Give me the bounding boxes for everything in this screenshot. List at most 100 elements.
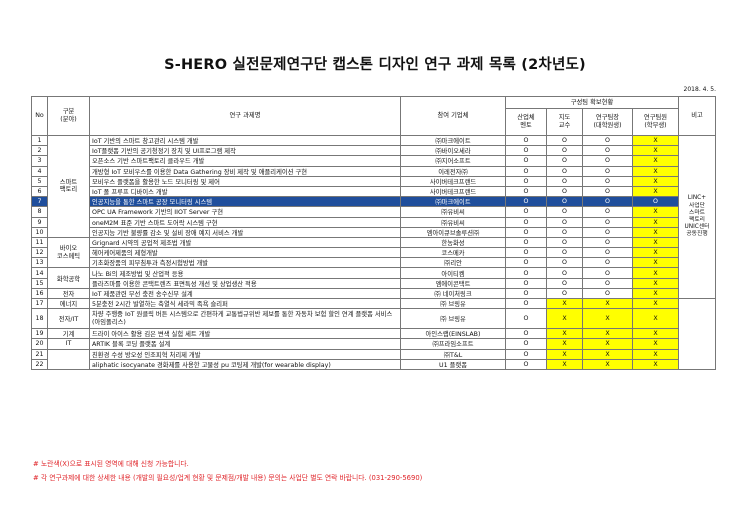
task-name: 드라이 아이스 활용 김은 변색 실험 세트 개발: [89, 328, 401, 340]
task-name: 개방형 IoT 모비우스를 이용한 Data Gathering 장비 제작 및…: [89, 165, 401, 177]
leader-status: X: [582, 328, 633, 340]
professor-status: O: [546, 216, 583, 228]
company-name: 한농화성: [400, 236, 506, 249]
leader-status: O: [582, 175, 633, 187]
row-no: 21: [31, 348, 48, 360]
company-name: ㈜유비씨: [400, 216, 506, 228]
professor-status: O: [546, 247, 583, 259]
mentor-status: O: [505, 145, 547, 157]
professor-status: O: [546, 134, 583, 147]
header-remarks: 비고: [678, 96, 716, 136]
company-name: ㈜리안: [400, 257, 506, 269]
company-name: 이레전자㈜: [400, 165, 506, 177]
mentor-status: O: [505, 287, 547, 300]
professor-status: X: [546, 328, 583, 340]
table-row: 17 에너지 5분충전 2시간 발열하는 축열식 세라믹 족욕 슬리퍼 ㈜ 브링…: [31, 297, 716, 370]
company-name: 엠에이콘택트: [400, 277, 506, 289]
professor-status: O: [546, 277, 583, 289]
leader-status: X: [582, 358, 633, 370]
task-name: 기초화장품의 피부침투과 측정시험방법 개발: [89, 257, 401, 269]
member-status: X: [632, 175, 679, 187]
table-row: 21 친환경 수성 방오성 인조피혁 처리제 개발 ㈜T&L O X X X: [31, 348, 716, 370]
remarks-linc: LINC+ 사업단 스마트 팩토리 UNIC센터 공동진행: [678, 135, 716, 299]
row-no: 8: [31, 206, 48, 218]
task-name: 나노 Bi의 제조방법 및 산업적 응용: [89, 267, 401, 279]
professor-status: X: [546, 297, 583, 310]
leader-status: O: [582, 196, 633, 208]
mentor-status: O: [505, 247, 547, 259]
header-field: 구분 (분야): [47, 96, 90, 136]
research-task-table: No 구분 (분야) 연구 과제명 참여 기업체 구성팀 확보현황 비고 산업체…: [31, 96, 716, 370]
professor-status: O: [546, 175, 583, 187]
member-status: X: [632, 257, 679, 269]
company-name: 사이버테크프랜드: [400, 175, 506, 187]
mentor-status: O: [505, 165, 547, 177]
mentor-status: O: [505, 348, 547, 360]
leader-status: O: [582, 165, 633, 177]
header-team-status: 구성팀 확보현황: [505, 96, 679, 109]
member-status: X: [632, 328, 679, 340]
professor-status: O: [546, 145, 583, 157]
leader-status: O: [582, 134, 633, 147]
row-no: 20: [31, 338, 48, 350]
row-no: 2: [31, 145, 48, 157]
member-status: X: [632, 358, 679, 370]
leader-status: O: [582, 277, 633, 289]
table-row: 15 플라즈마를 이용한 콘택트렌즈 표면특성 개선 및 상업생산 적용 엠에이…: [31, 277, 716, 289]
leader-status: O: [582, 206, 633, 218]
field-chem: 화학공학: [47, 267, 90, 289]
company-name: 아인스랩(EINSLAB): [400, 328, 506, 340]
field-empty: [47, 348, 90, 370]
field-electronics: 전자: [47, 287, 90, 300]
mentor-status: O: [505, 206, 547, 218]
leader-status: X: [582, 297, 633, 310]
member-status: X: [632, 338, 679, 350]
header-task: 연구 과제명: [89, 96, 401, 136]
mentor-status: O: [505, 236, 547, 249]
task-name: aliphatic isocyanate 경화제를 사용한 고물성 pu 코팅제…: [89, 358, 401, 370]
member-status: X: [632, 308, 679, 330]
table-row: 9 oneM2M 표준 기반 스마트 도어락 시스템 구현 ㈜유비씨 O O O…: [31, 216, 716, 228]
field-bio: 바이오 코스메틱: [47, 236, 90, 269]
task-name: IoT 제품관련 무선 충전 송수신부 설계: [89, 287, 401, 300]
table-row: 14 화학공학 나노 Bi의 제조방법 및 산업적 응용 아이티켐 O O O …: [31, 267, 716, 289]
mentor-status: O: [505, 134, 547, 147]
leader-status: X: [582, 308, 633, 330]
header-mentor: 산업체 멘토: [505, 108, 547, 136]
table-row: 18 전자/IT 차량 주행중 IoT 원클릭 버튼 시스템으로 간편하게 교통…: [31, 308, 716, 330]
company-name: ㈜ 브링유: [400, 308, 506, 330]
row-no: 14: [31, 267, 48, 279]
table-row: 13 기초화장품의 피부침투과 측정시험방법 개발 ㈜리안 O O O X: [31, 257, 716, 269]
mentor-status: O: [505, 175, 547, 187]
task-name: Grignard 시약의 공업적 제조법 개발: [89, 236, 401, 249]
mentor-status: O: [505, 338, 547, 350]
remarks-empty: [678, 298, 716, 370]
professor-status: X: [546, 308, 583, 330]
company-name: ㈜프라임소프트: [400, 338, 506, 350]
member-status: X: [632, 348, 679, 360]
mentor-status: O: [505, 267, 547, 279]
table-row: 4 개방형 IoT 모비우스를 이용한 Data Gathering 장비 제작…: [31, 165, 716, 177]
mentor-status: O: [505, 358, 547, 370]
member-status: X: [632, 267, 679, 279]
table-row: 5 모비우스 플랫폼을 활용한 노드 모니터링 및 제어 사이버테크프랜드 O …: [31, 175, 716, 187]
row-no: 9: [31, 216, 48, 228]
member-status: X: [632, 287, 679, 300]
task-name: 차량 주행중 IoT 원클릭 버튼 시스템으로 간편하게 교통법규위반 제보를 …: [89, 308, 401, 330]
header-member: 연구팀원 (학부생): [632, 108, 679, 136]
professor-status: X: [546, 358, 583, 370]
task-name: 인공지능 기반 불량률 감소 및 설비 장애 예지 서비스 개발: [89, 226, 401, 238]
professor-status: O: [546, 206, 583, 218]
task-name: IoT 기반의 스마트 창고관리 시스템 개발: [89, 134, 401, 147]
leader-status: X: [582, 348, 633, 360]
field-smart-factory: 스마트 팩토리: [47, 135, 90, 238]
member-status: X: [632, 165, 679, 177]
row-no: 7: [31, 196, 48, 208]
leader-status: O: [582, 145, 633, 157]
header-professor: 지도 교수: [546, 108, 583, 136]
company-name: 코스메카: [400, 247, 506, 259]
task-name: 5분충전 2시간 발열하는 축열식 세라믹 족욕 슬리퍼: [89, 297, 401, 310]
header-no: No: [31, 96, 48, 136]
table-row: 22 aliphatic isocyanate 경화제를 사용한 고물성 pu …: [31, 358, 716, 370]
company-name: ㈜ 네이처링크: [400, 287, 506, 300]
